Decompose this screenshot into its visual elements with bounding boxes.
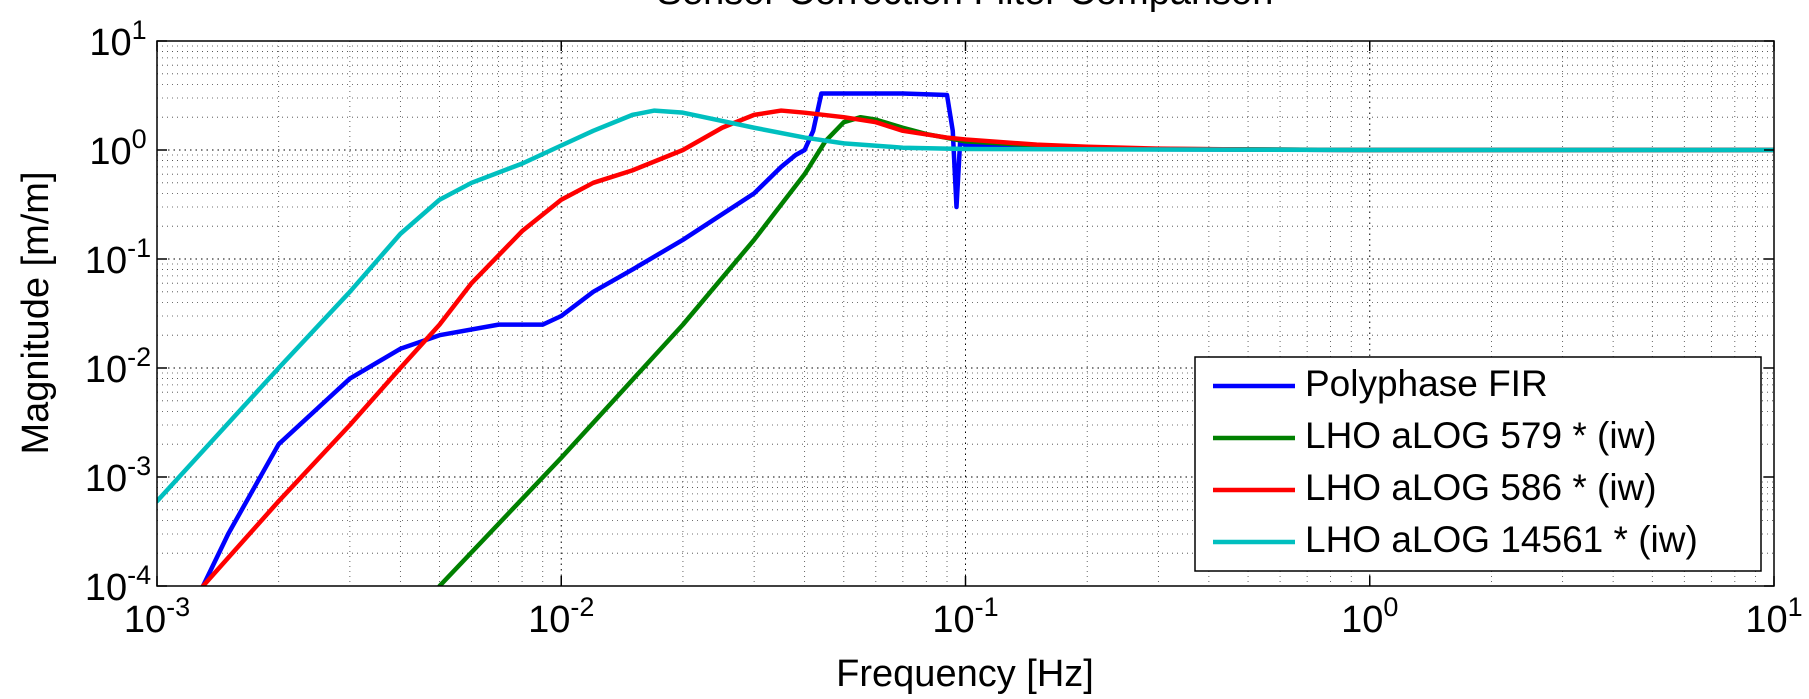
y-axis-label: Magnitude [m/m]	[15, 172, 57, 455]
legend-label: LHO aLOG 14561 * (iw)	[1305, 519, 1698, 560]
y-tick-label: 101	[89, 15, 146, 64]
y-tick-label: 100	[89, 124, 146, 173]
x-tick-label: 10-2	[528, 592, 594, 641]
series-line	[157, 108, 1774, 504]
y-tick-label: 10-1	[85, 233, 151, 282]
x-tick-label: 101	[1745, 592, 1802, 641]
series-line	[200, 108, 1774, 586]
legend-label: Polyphase FIR	[1305, 363, 1548, 404]
legend: Polyphase FIR LHO aLOG 579 * (iw) LHO aLOG…	[1194, 356, 1762, 572]
plot-lines	[157, 91, 1774, 586]
y-tick-label: 10-3	[85, 451, 151, 500]
legend-label: LHO aLOG 586 * (iw)	[1305, 467, 1657, 508]
y-tick-label: 10-4	[85, 560, 151, 609]
chart-title: Sensor Correction Filter Comparison	[657, 0, 1274, 13]
legend-box	[1194, 356, 1762, 572]
x-tick-label: 10-3	[124, 592, 190, 641]
legend-label: LHO aLOG 579 * (iw)	[1305, 415, 1657, 456]
x-axis-label: Frequency [Hz]	[836, 653, 1094, 695]
y-tick-label: 10-2	[85, 342, 151, 391]
x-tick-label: 100	[1341, 592, 1398, 641]
x-tick-label: 10-1	[932, 592, 998, 641]
